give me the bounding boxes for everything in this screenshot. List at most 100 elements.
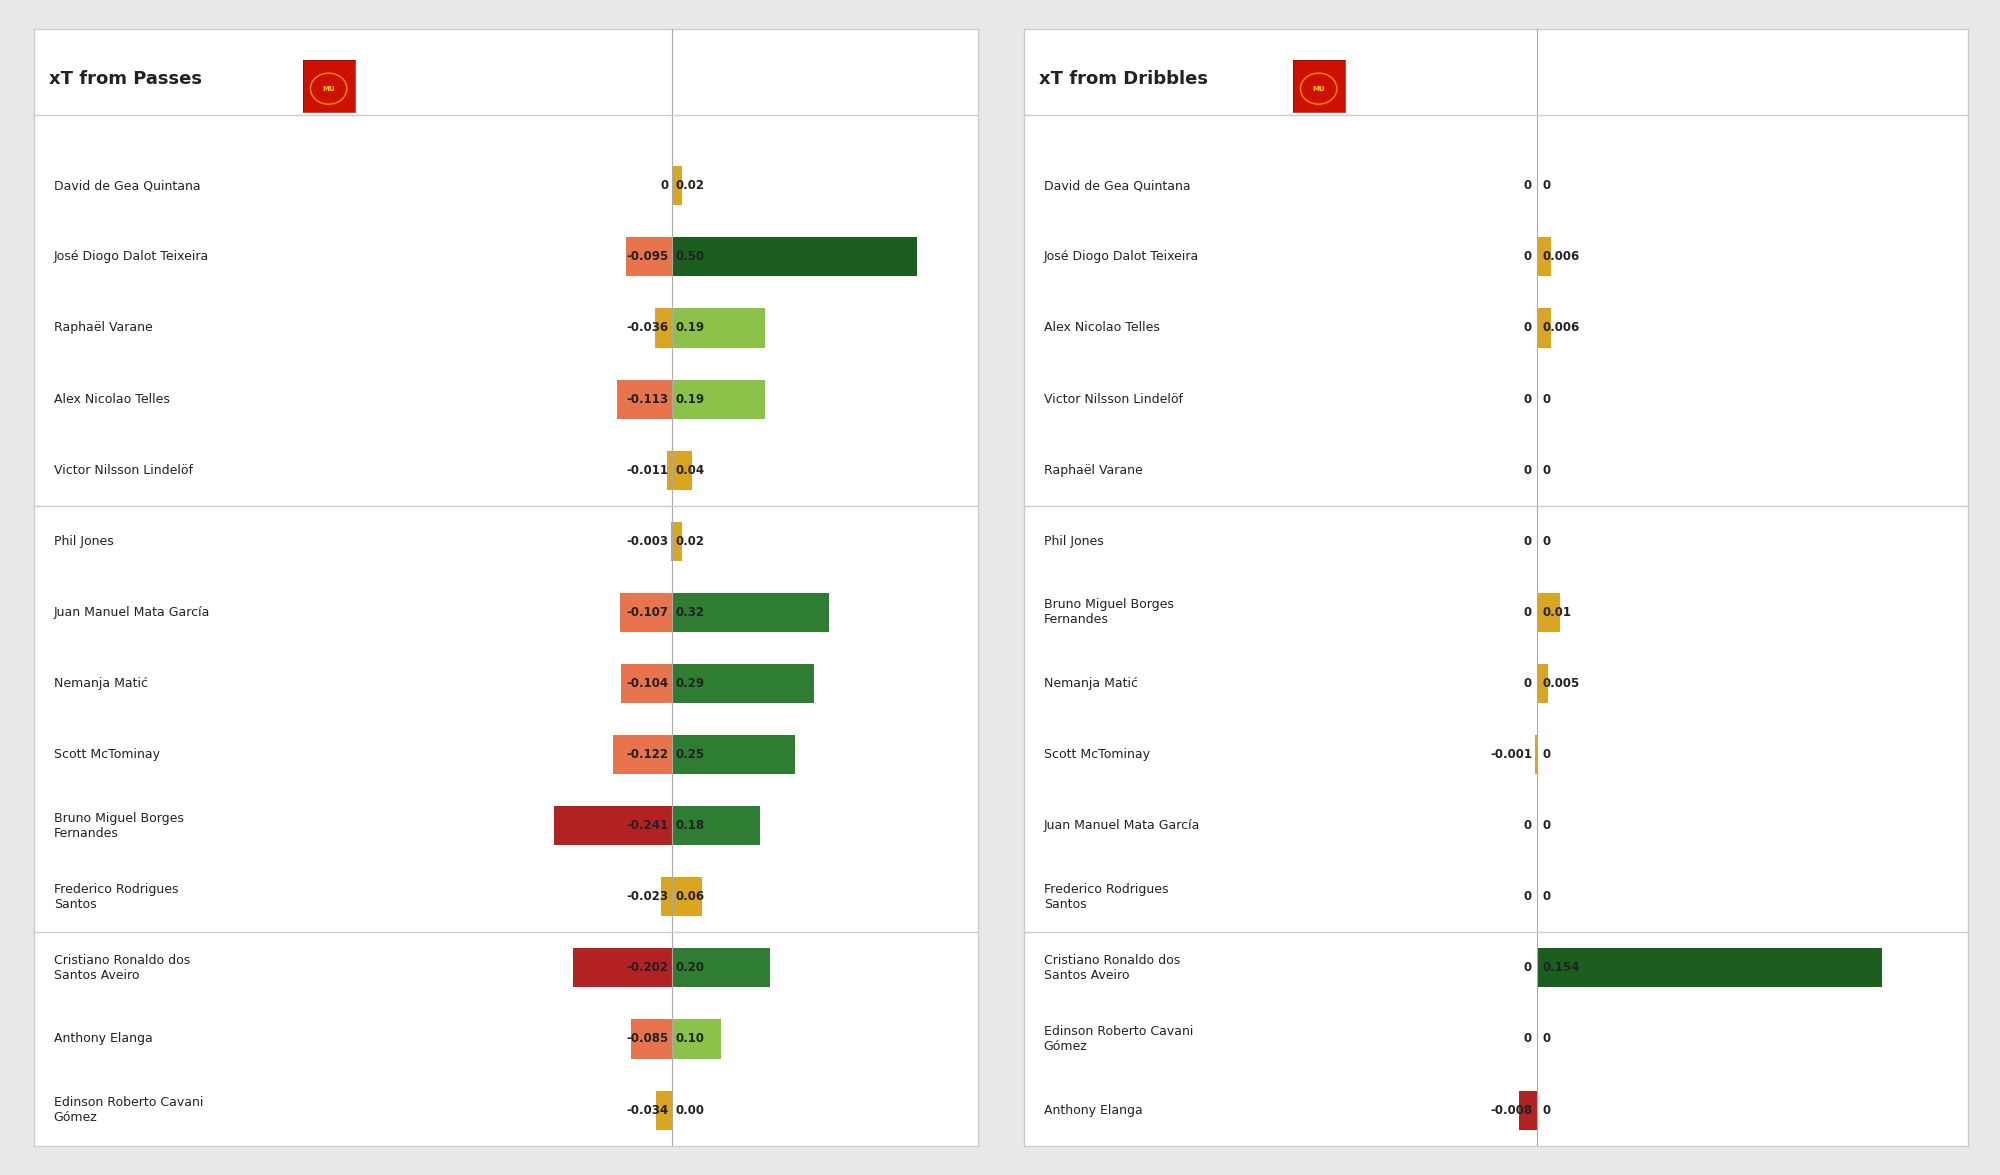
Text: 0: 0 — [1542, 180, 1550, 193]
Bar — [672, 1020, 722, 1059]
Bar — [654, 308, 672, 348]
Text: 0.00: 0.00 — [676, 1103, 704, 1116]
Text: 0.01: 0.01 — [1542, 606, 1572, 619]
Text: -0.202: -0.202 — [626, 961, 668, 974]
Text: -0.034: -0.034 — [626, 1103, 668, 1116]
Text: Cristiano Ronaldo dos
Santos Aveiro: Cristiano Ronaldo dos Santos Aveiro — [54, 954, 190, 982]
Text: Edinson Roberto Cavani
Gómez: Edinson Roberto Cavani Gómez — [54, 1096, 204, 1124]
Text: -0.036: -0.036 — [626, 322, 668, 335]
Text: MU: MU — [322, 86, 334, 92]
Text: José Diogo Dalot Teixeira: José Diogo Dalot Teixeira — [1044, 250, 1198, 263]
Text: -0.008: -0.008 — [1490, 1103, 1532, 1116]
Text: 0.154: 0.154 — [1542, 961, 1580, 974]
Bar — [672, 948, 770, 987]
Text: 0: 0 — [1524, 392, 1532, 405]
Text: Alex Nicolao Telles: Alex Nicolao Telles — [1044, 322, 1160, 335]
Bar — [574, 948, 672, 987]
Text: Victor Nilsson Lindelöf: Victor Nilsson Lindelöf — [54, 464, 192, 477]
Text: 0: 0 — [660, 180, 668, 193]
Text: 0.02: 0.02 — [676, 535, 704, 548]
Bar — [1538, 664, 1548, 703]
Text: 0.20: 0.20 — [676, 961, 704, 974]
Bar — [622, 664, 672, 703]
Text: -0.023: -0.023 — [626, 891, 668, 904]
Bar — [1538, 237, 1550, 276]
Text: 0: 0 — [1542, 392, 1550, 405]
Text: Anthony Elanga: Anthony Elanga — [1044, 1103, 1142, 1116]
Text: 0.32: 0.32 — [676, 606, 704, 619]
Text: Phil Jones: Phil Jones — [1044, 535, 1104, 548]
Text: Victor Nilsson Lindelöf: Victor Nilsson Lindelöf — [1044, 392, 1182, 405]
Ellipse shape — [310, 73, 346, 105]
Bar — [672, 664, 814, 703]
Bar — [612, 736, 672, 774]
Text: Anthony Elanga: Anthony Elanga — [54, 1033, 152, 1046]
Text: Bruno Miguel Borges
Fernandes: Bruno Miguel Borges Fernandes — [54, 812, 184, 840]
Bar — [1538, 308, 1550, 348]
Bar — [672, 806, 760, 845]
Bar — [554, 806, 672, 845]
Bar — [1538, 948, 1882, 987]
Text: 0: 0 — [1524, 322, 1532, 335]
Text: 0: 0 — [1542, 464, 1550, 477]
Text: 0: 0 — [1524, 180, 1532, 193]
Bar — [1536, 736, 1538, 774]
Text: Frederico Rodrigues
Santos: Frederico Rodrigues Santos — [54, 882, 178, 911]
Text: 0: 0 — [1524, 464, 1532, 477]
Text: 0.19: 0.19 — [676, 392, 706, 405]
Text: xT from Passes: xT from Passes — [48, 70, 202, 88]
Text: 0: 0 — [1542, 1103, 1550, 1116]
Text: 0: 0 — [1542, 535, 1550, 548]
Text: 0: 0 — [1524, 250, 1532, 263]
Text: 0: 0 — [1524, 535, 1532, 548]
Bar — [672, 308, 766, 348]
Text: 0: 0 — [1524, 1033, 1532, 1046]
Bar — [672, 593, 828, 632]
Text: Bruno Miguel Borges
Fernandes: Bruno Miguel Borges Fernandes — [1044, 598, 1174, 626]
Text: Edinson Roberto Cavani
Gómez: Edinson Roberto Cavani Gómez — [1044, 1025, 1194, 1053]
Bar — [626, 237, 672, 276]
Text: Alex Nicolao Telles: Alex Nicolao Telles — [54, 392, 170, 405]
Text: José Diogo Dalot Teixeira: José Diogo Dalot Teixeira — [54, 250, 208, 263]
Bar — [1538, 593, 1560, 632]
Text: -0.085: -0.085 — [626, 1033, 668, 1046]
Text: -0.104: -0.104 — [626, 677, 668, 690]
Bar — [672, 736, 794, 774]
Text: 0.006: 0.006 — [1542, 322, 1580, 335]
Text: 0.29: 0.29 — [676, 677, 706, 690]
Text: 0.19: 0.19 — [676, 322, 706, 335]
Text: Nemanja Matić: Nemanja Matić — [54, 677, 148, 690]
Bar — [672, 451, 692, 490]
Ellipse shape — [1300, 73, 1336, 105]
Text: Phil Jones: Phil Jones — [54, 535, 114, 548]
Text: -0.011: -0.011 — [626, 464, 668, 477]
Text: 0: 0 — [1524, 606, 1532, 619]
Text: -0.241: -0.241 — [626, 819, 668, 832]
Text: Juan Manuel Mata García: Juan Manuel Mata García — [1044, 819, 1200, 832]
Text: Raphaël Varane: Raphaël Varane — [1044, 464, 1142, 477]
Text: Juan Manuel Mata García: Juan Manuel Mata García — [54, 606, 210, 619]
Text: 0: 0 — [1542, 1033, 1550, 1046]
Bar — [620, 593, 672, 632]
Text: 0.25: 0.25 — [676, 748, 706, 761]
Text: Raphaël Varane: Raphaël Varane — [54, 322, 152, 335]
Text: Frederico Rodrigues
Santos: Frederico Rodrigues Santos — [1044, 882, 1168, 911]
Text: 0.02: 0.02 — [676, 180, 704, 193]
Text: Cristiano Ronaldo dos
Santos Aveiro: Cristiano Ronaldo dos Santos Aveiro — [1044, 954, 1180, 982]
Text: 0.18: 0.18 — [676, 819, 706, 832]
Text: 0: 0 — [1524, 891, 1532, 904]
Text: 0: 0 — [1524, 961, 1532, 974]
Text: 0.006: 0.006 — [1542, 250, 1580, 263]
Bar — [660, 878, 672, 916]
Text: 0: 0 — [1524, 819, 1532, 832]
Text: -0.122: -0.122 — [626, 748, 668, 761]
Text: 0.50: 0.50 — [676, 250, 706, 263]
Text: -0.095: -0.095 — [626, 250, 668, 263]
Text: Scott McTominay: Scott McTominay — [54, 748, 160, 761]
Text: -0.001: -0.001 — [1490, 748, 1532, 761]
Text: -0.107: -0.107 — [626, 606, 668, 619]
Bar — [672, 166, 682, 206]
Text: 0.06: 0.06 — [676, 891, 706, 904]
Bar — [672, 878, 702, 916]
Bar — [672, 380, 766, 418]
